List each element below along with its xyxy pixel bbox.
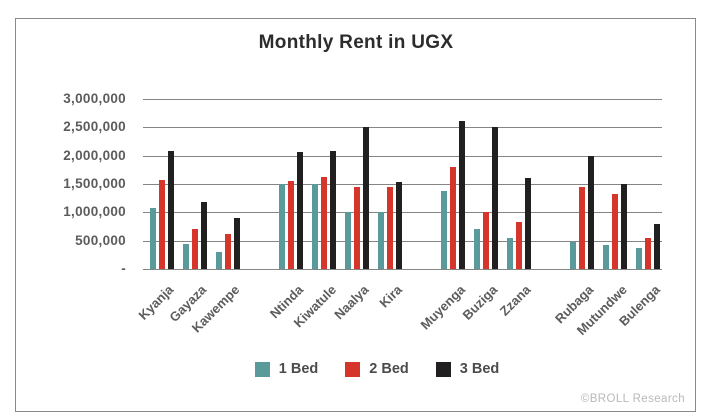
- bar-zzana-3-bed: [525, 178, 531, 269]
- bar-zzana-1-bed: [507, 237, 513, 269]
- gridline--: [143, 269, 662, 270]
- bar-kyanja-3-bed: [168, 151, 174, 269]
- bar-muyenga-3-bed: [459, 120, 465, 269]
- bar-zzana-2-bed: [516, 222, 522, 269]
- bar-rubaga-1-bed: [570, 241, 576, 269]
- y-axis-tick-label: 1,000,000: [63, 204, 126, 219]
- gridline-1-500-000: [143, 184, 662, 185]
- bar-rubaga-2-bed: [579, 186, 585, 269]
- bar-mutundwe-1-bed: [603, 245, 609, 269]
- bar-rubaga-3-bed: [588, 155, 594, 269]
- chart-title: Monthly Rent in UGX: [258, 32, 454, 53]
- legend-item-2-bed: 2 Bed: [345, 361, 409, 377]
- bar-kira-1-bed: [378, 212, 384, 269]
- bar-kiwatule-1-bed: [312, 184, 318, 269]
- bar-kiwatule-2-bed: [321, 177, 327, 269]
- bar-muyenga-2-bed: [450, 167, 456, 269]
- bar-naalya-3-bed: [363, 127, 369, 269]
- legend-item-1-bed: 1 Bed: [254, 361, 319, 377]
- gridline-2-500-000: [143, 127, 662, 128]
- legend-swatch-1-bed: [254, 361, 270, 377]
- bar-buziga-2-bed: [483, 212, 489, 269]
- bar-buziga-1-bed: [474, 229, 480, 269]
- y-axis-tick-label: -: [121, 261, 126, 276]
- gridline-1-000-000: [143, 212, 662, 213]
- bar-kawempe-2-bed: [225, 233, 231, 269]
- gridline-2-000-000: [143, 156, 662, 157]
- y-axis-tick-label: 3,000,000: [63, 91, 126, 106]
- bar-ntinda-1-bed: [279, 184, 285, 269]
- footer-credit: ©BROLL Research: [580, 393, 685, 405]
- bar-kyanja-1-bed: [150, 207, 156, 269]
- bar-bulenga-2-bed: [645, 237, 651, 269]
- y-axis-tick-label: 2,000,000: [63, 148, 126, 163]
- bar-buziga-3-bed: [492, 127, 498, 269]
- bar-kira-3-bed: [396, 182, 402, 269]
- legend-swatch-3-bed: [435, 361, 451, 377]
- gridline-500-000: [143, 241, 662, 242]
- bar-gayaza-2-bed: [192, 229, 198, 269]
- y-axis-tick-label: 1,500,000: [63, 176, 126, 191]
- bar-naalya-1-bed: [345, 212, 351, 269]
- bar-ntinda-3-bed: [297, 152, 303, 269]
- bar-ntinda-2-bed: [288, 181, 294, 269]
- bar-gayaza-1-bed: [183, 243, 189, 269]
- bar-bulenga-1-bed: [636, 247, 642, 269]
- bar-gayaza-3-bed: [201, 202, 207, 269]
- bar-kira-2-bed: [387, 186, 393, 269]
- legend-label: 2 Bed: [369, 361, 409, 377]
- legend: 1 Bed 2 Bed 3 Bed: [0, 361, 712, 377]
- bar-naalya-2-bed: [354, 186, 360, 269]
- bar-kyanja-2-bed: [159, 180, 165, 269]
- bar-muyenga-1-bed: [441, 190, 447, 269]
- legend-label: 3 Bed: [459, 361, 500, 377]
- legend-swatch-2-bed: [345, 361, 361, 377]
- bar-kawempe-1-bed: [216, 252, 222, 269]
- y-axis-tick-label: 2,500,000: [63, 119, 126, 134]
- legend-label: 1 Bed: [278, 361, 319, 377]
- bar-bulenga-3-bed: [654, 224, 660, 269]
- bar-mutundwe-2-bed: [612, 193, 618, 269]
- bar-kawempe-3-bed: [234, 218, 240, 269]
- bar-mutundwe-3-bed: [621, 184, 627, 269]
- bar-kiwatule-3-bed: [330, 151, 336, 269]
- y-axis-tick-label: 500,000: [75, 233, 126, 248]
- legend-item-3-bed: 3 Bed: [435, 361, 500, 377]
- gridline-3-000-000: [143, 99, 662, 100]
